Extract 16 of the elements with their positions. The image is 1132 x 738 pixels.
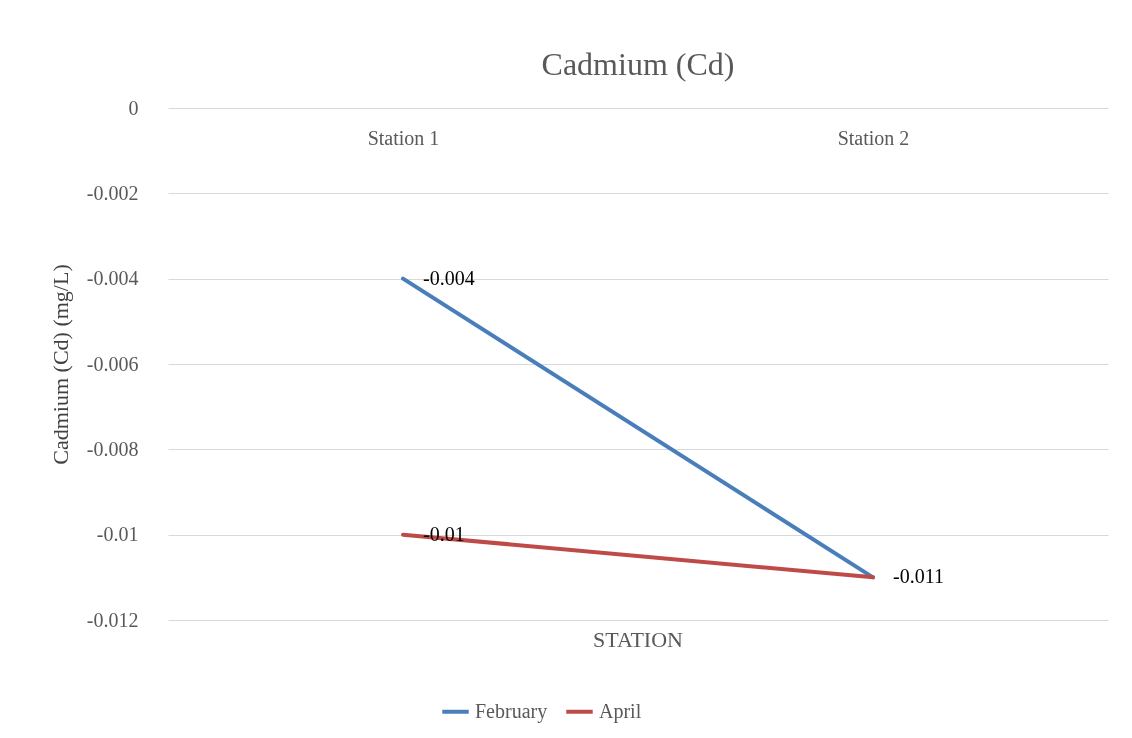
y-tick-label: 0 — [128, 96, 139, 119]
y-tick-label: -0.004 — [86, 267, 139, 290]
chart-title: Cadmium (Cd) — [541, 46, 735, 82]
y-tick-label: -0.01 — [96, 523, 139, 546]
x-tick-label: Station 1 — [367, 126, 440, 149]
y-tick-label: -0.012 — [86, 608, 139, 631]
data-label: -0.011 — [893, 565, 944, 588]
x-axis-title: STATION — [593, 627, 684, 652]
x-tick-label: Station 2 — [837, 126, 910, 149]
y-tick-label: -0.008 — [86, 437, 139, 460]
legend-label: February — [475, 699, 548, 723]
y-axis-title: Cadmium (Cd) (mg/L) — [47, 264, 73, 465]
y-tick-label: -0.006 — [86, 352, 139, 375]
y-tick-label: -0.002 — [86, 181, 139, 204]
data-label: -0.004 — [423, 266, 475, 289]
legend-label: April — [599, 699, 642, 723]
